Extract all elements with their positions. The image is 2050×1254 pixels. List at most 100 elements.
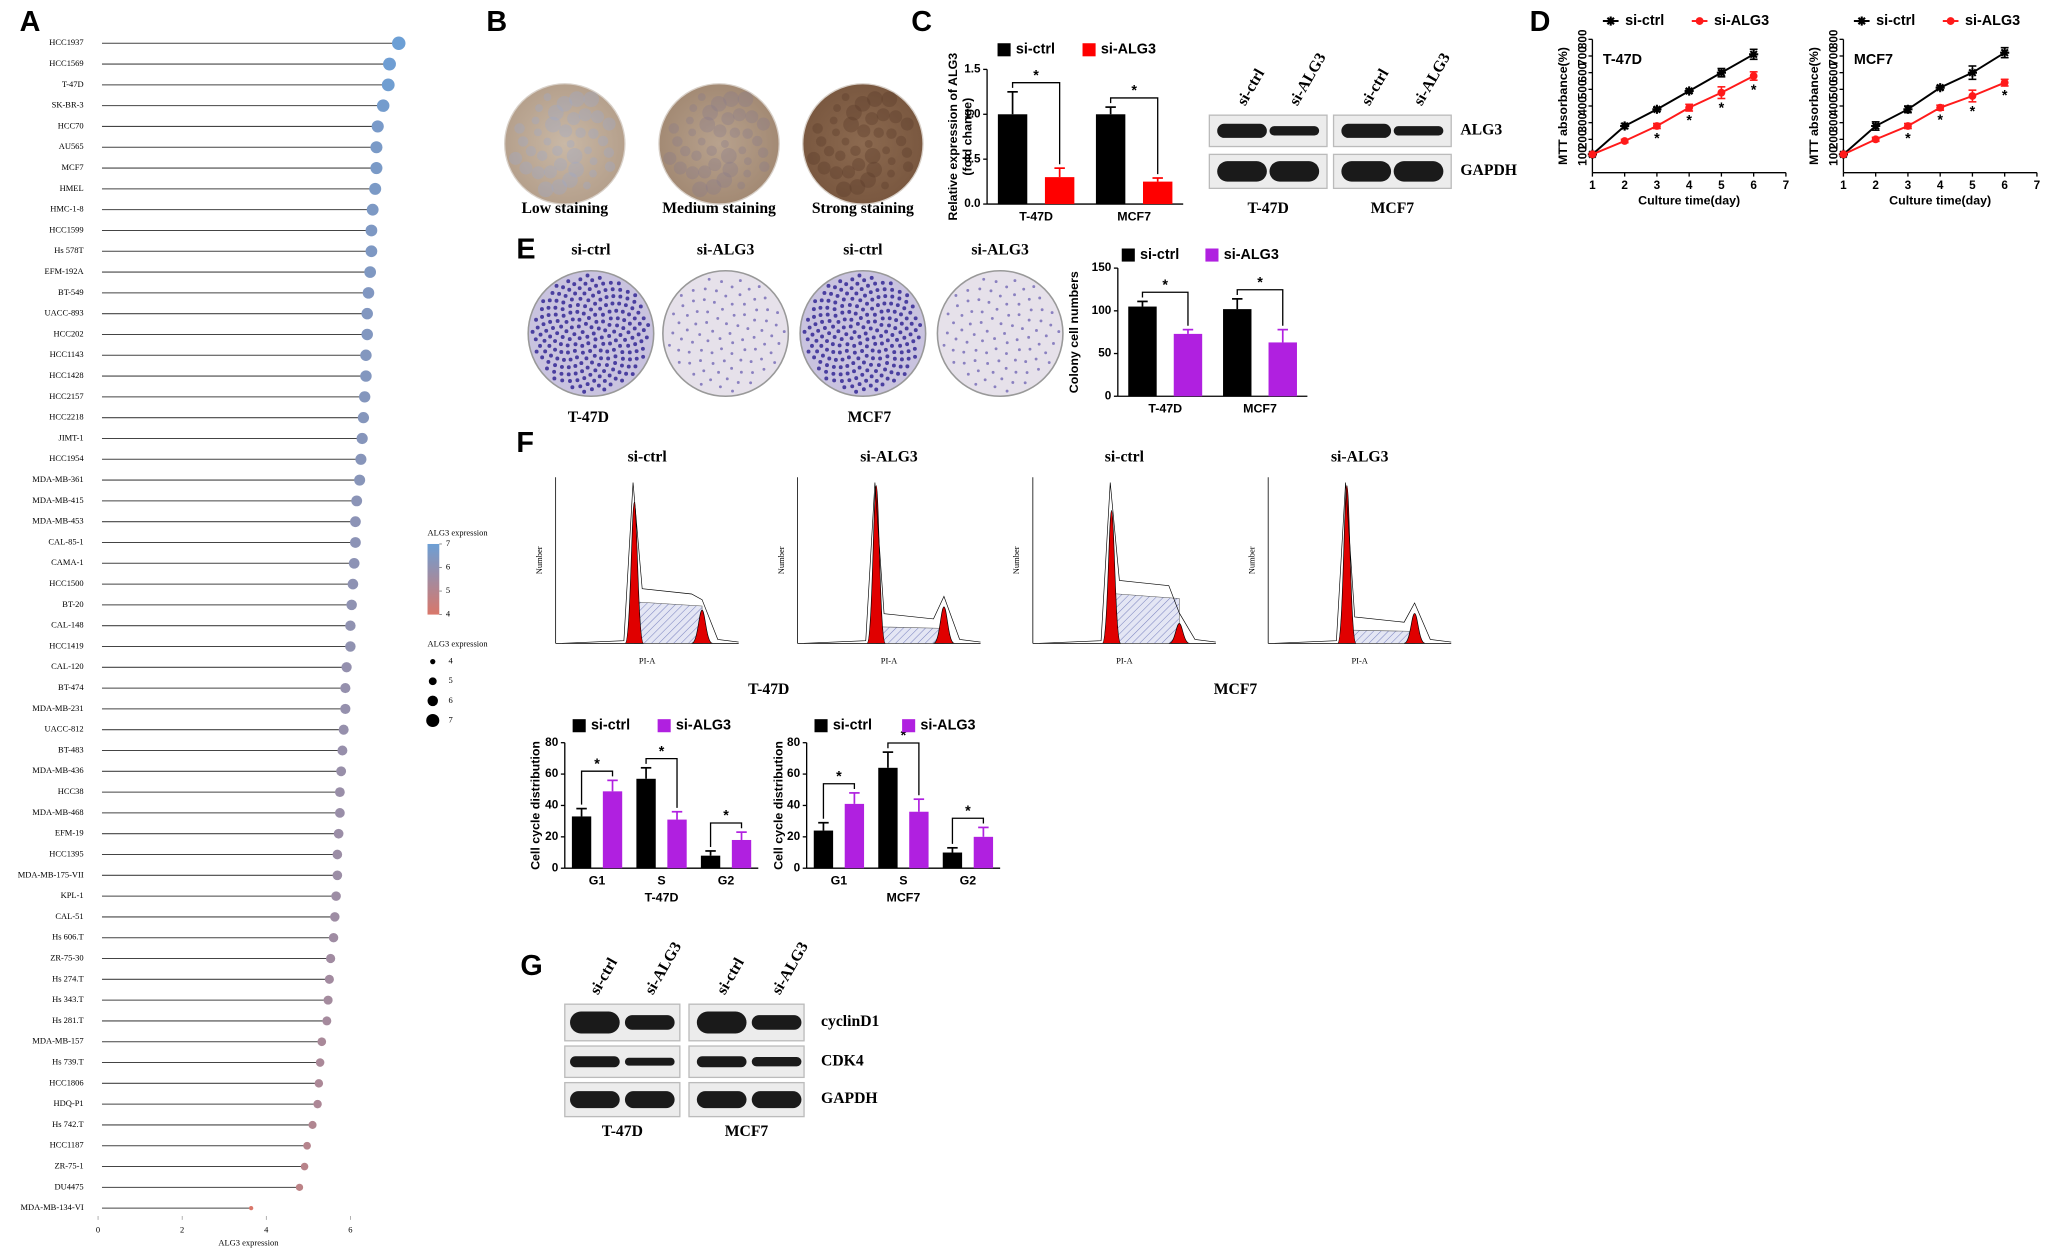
colony bbox=[899, 357, 904, 362]
blot-band bbox=[570, 1091, 620, 1109]
ihc-texture bbox=[841, 165, 856, 179]
colony bbox=[816, 366, 821, 371]
y-axis-label: Relative expression of ALG3 bbox=[946, 53, 960, 221]
colony bbox=[883, 367, 888, 372]
colony bbox=[865, 337, 870, 342]
colony bbox=[559, 371, 564, 376]
colony bbox=[870, 306, 875, 311]
colony bbox=[916, 335, 921, 340]
colony bbox=[568, 303, 573, 308]
colony bbox=[774, 323, 778, 327]
colony bbox=[833, 313, 838, 318]
significance-bracket bbox=[822, 783, 856, 819]
colony bbox=[630, 372, 635, 376]
dot bbox=[381, 78, 395, 92]
y-tick-label: 100 bbox=[1827, 146, 1840, 166]
colony bbox=[545, 366, 549, 371]
ihc-texture bbox=[720, 148, 737, 164]
colony bbox=[1013, 293, 1016, 297]
colony bbox=[639, 339, 644, 344]
colony bbox=[633, 293, 638, 298]
colony bbox=[906, 356, 911, 361]
legend-swatch bbox=[572, 719, 586, 733]
x-tick-label: MCF7 bbox=[1117, 209, 1151, 223]
dot bbox=[359, 391, 371, 403]
colony bbox=[890, 294, 895, 299]
label: 6 bbox=[448, 695, 452, 705]
colony bbox=[547, 343, 552, 348]
legend-swatch bbox=[902, 719, 916, 733]
colony bbox=[1013, 358, 1017, 362]
marker bbox=[1620, 137, 1629, 145]
colony bbox=[806, 317, 810, 322]
dot bbox=[326, 953, 336, 964]
colony bbox=[541, 299, 546, 304]
y-tick-label: 400 bbox=[1576, 96, 1589, 116]
blot-band bbox=[1217, 123, 1267, 138]
ihc-texture bbox=[833, 104, 842, 113]
colony bbox=[810, 332, 815, 337]
colony bbox=[720, 280, 723, 284]
blot-band bbox=[1217, 161, 1267, 182]
colony bbox=[974, 382, 978, 386]
colony bbox=[607, 322, 612, 327]
ihc-texture bbox=[759, 161, 770, 172]
colony bbox=[770, 334, 774, 338]
colony bbox=[806, 349, 811, 354]
hist-outline bbox=[804, 482, 981, 644]
y-tick-label: 800 bbox=[1827, 29, 1840, 49]
colony bbox=[899, 312, 903, 317]
colony bbox=[980, 310, 984, 314]
colony bbox=[585, 273, 590, 278]
ihc-texture bbox=[881, 91, 898, 108]
colony bbox=[557, 291, 562, 296]
ihc-texture bbox=[873, 127, 884, 138]
label: si-ALG3 bbox=[1965, 13, 2020, 29]
x-tick-label: G1 bbox=[831, 874, 848, 888]
colony bbox=[620, 356, 625, 361]
ihc-core bbox=[658, 83, 780, 205]
colony bbox=[613, 338, 618, 343]
colony bbox=[579, 361, 584, 366]
colony bbox=[607, 309, 612, 314]
hist-g1 bbox=[866, 485, 886, 644]
colony bbox=[593, 368, 598, 373]
colony bbox=[847, 303, 852, 307]
colony bbox=[679, 294, 683, 297]
colony bbox=[864, 344, 869, 349]
blot-band bbox=[696, 1091, 747, 1109]
category-label: HCC1937 bbox=[49, 37, 83, 47]
label: si-ctrl bbox=[1016, 42, 1055, 58]
colony bbox=[619, 363, 624, 368]
category-label: SK-BR-3 bbox=[52, 100, 84, 110]
dot bbox=[370, 141, 383, 154]
colony bbox=[622, 318, 627, 323]
label: si-ctrl bbox=[628, 448, 668, 465]
ihc-texture bbox=[864, 148, 881, 164]
ihc-texture bbox=[708, 158, 722, 172]
ihc-texture bbox=[663, 151, 677, 165]
x-tick-label: 1 bbox=[1840, 179, 1847, 192]
ihc-texture bbox=[583, 181, 591, 190]
colony bbox=[564, 319, 569, 324]
ihc-texture bbox=[705, 179, 722, 195]
marker bbox=[1717, 88, 1726, 97]
colony bbox=[960, 313, 964, 317]
significance-bracket bbox=[887, 742, 920, 796]
colony bbox=[720, 347, 723, 351]
colony bbox=[741, 338, 745, 342]
colony bbox=[580, 330, 585, 334]
colony bbox=[589, 387, 594, 392]
colony bbox=[810, 343, 814, 348]
label: * bbox=[1162, 278, 1168, 294]
bar bbox=[1173, 333, 1203, 397]
marker bbox=[1685, 103, 1694, 112]
blot-band bbox=[751, 1091, 802, 1109]
colony bbox=[607, 333, 612, 338]
colony bbox=[994, 347, 998, 351]
ihc-texture bbox=[716, 172, 733, 188]
category-label: MDA-MB-134-VI bbox=[21, 1202, 84, 1212]
ihc-texture bbox=[688, 128, 697, 137]
x-tick-label: 1 bbox=[1589, 179, 1596, 192]
colony bbox=[668, 343, 671, 347]
